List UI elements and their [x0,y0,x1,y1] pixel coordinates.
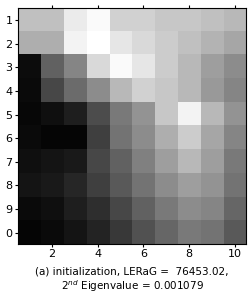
X-axis label: (a) initialization, LERaG =  76453.02,
2$^{nd}$ Eigenvalue = 0.001079: (a) initialization, LERaG = 76453.02, 2$… [35,266,229,294]
